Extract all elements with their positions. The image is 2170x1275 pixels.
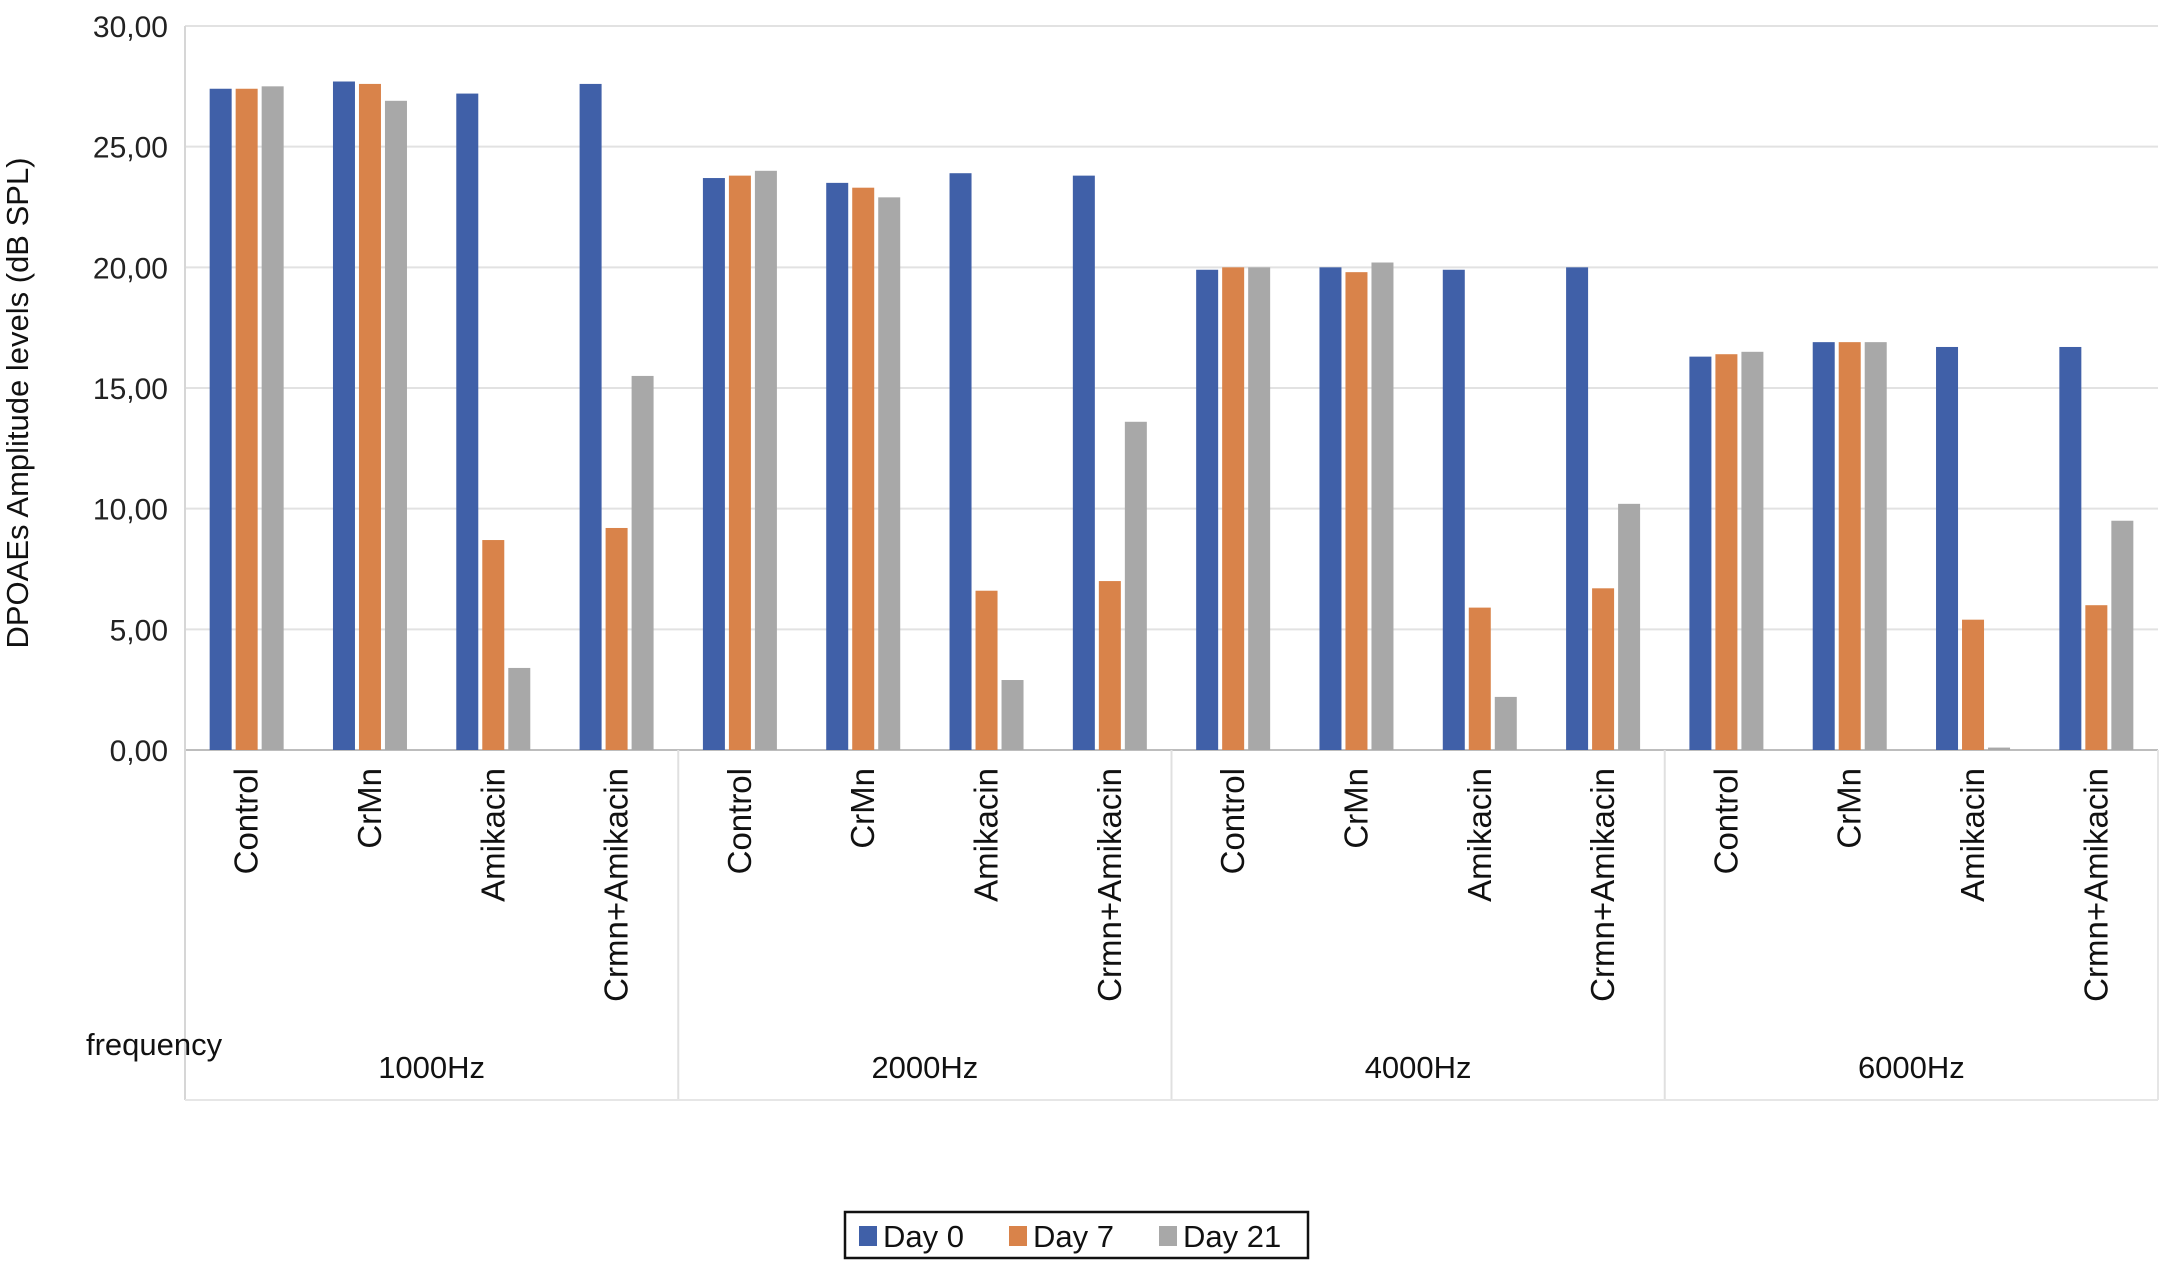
y-tick-label: 20,00 [93,252,168,285]
legend-label-day-0: Day 0 [883,1219,964,1254]
y-tick-label: 30,00 [93,11,168,44]
legend-label-day-21: Day 21 [1183,1219,1281,1254]
bar-day-7-1000hz-crmn [358,83,381,751]
group-label-6000hz: 6000Hz [1858,1050,1965,1085]
bar-day-7-1000hz-control [235,88,258,751]
legend-swatch-day-0 [859,1226,877,1246]
category-label: CrMn [844,768,881,849]
group-label-1000hz: 1000Hz [378,1050,485,1085]
bar-day-21-2000hz-amikacin [1001,680,1024,750]
labels: DPOAEs Amplitude levels (dB SPL) frequen… [0,11,2114,1085]
category-label: Control [1707,768,1744,874]
legend: Day 0 Day 7 Day 21 [843,1210,1310,1260]
bar-day-0-1000hz-crmn-amikacin [579,83,602,751]
axis-frame [184,26,2159,1101]
y-tick-label: 15,00 [93,373,168,406]
category-label: Amikacin [968,768,1005,902]
category-label: Crmn+Amikacin [1091,768,1128,1002]
bar-day-21-6000hz-control [1741,351,1764,750]
bar-day-21-1000hz-crmn-amikacin [631,375,654,750]
category-label: Control [228,768,265,874]
legend-box [843,1210,1310,1260]
x-axis-label: frequency [86,1027,223,1062]
bar-day-21-1000hz-amikacin [508,667,531,750]
bar-day-0-2000hz-crmn [826,182,849,750]
bar-day-0-2000hz-amikacin [949,173,972,751]
category-label: Control [1214,768,1251,874]
bar-day-21-6000hz-crmn-amikacin [2111,520,2134,750]
bar-day-21-1000hz-control [261,86,284,751]
category-label: Control [721,768,758,874]
y-axis-label: DPOAEs Amplitude levels (dB SPL) [0,157,35,648]
bar-day-7-4000hz-crmn [1345,272,1368,750]
bar-day-0-6000hz-crmn-amikacin [2059,346,2082,750]
bar-day-21-2000hz-crmn [878,197,901,750]
bar-day-0-2000hz-crmn-amikacin [1072,175,1095,751]
bar-day-7-2000hz-crmn [852,187,875,750]
bar-day-0-4000hz-crmn-amikacin [1566,267,1589,750]
bar-day-21-4000hz-amikacin [1494,696,1517,750]
bar-day-21-2000hz-control [754,170,777,751]
bar-day-7-1000hz-crmn-amikacin [605,527,628,750]
category-label: Amikacin [1461,768,1498,902]
bar-day-0-1000hz-crmn [332,81,355,751]
legend-swatch-day-7 [1009,1226,1027,1246]
bar-day-7-6000hz-crmn [1838,342,1861,750]
category-label: Crmn+Amikacin [598,768,635,1002]
bar-day-21-2000hz-crmn-amikacin [1124,421,1147,750]
legend-label-day-7: Day 7 [1033,1219,1114,1254]
bar-day-21-1000hz-crmn [384,100,407,750]
bar-day-21-4000hz-control [1248,267,1271,750]
bar-day-7-4000hz-crmn-amikacin [1592,588,1615,750]
bars [209,81,2134,751]
group-label-2000hz: 2000Hz [871,1050,978,1085]
bar-day-7-2000hz-crmn-amikacin [1098,581,1121,750]
gridlines [185,25,2158,751]
bar-day-21-6000hz-crmn [1864,342,1887,750]
bar-day-0-4000hz-amikacin [1442,269,1465,750]
bar-day-7-2000hz-amikacin [975,590,998,750]
legend-swatch-day-21 [1159,1226,1177,1246]
bar-day-7-6000hz-crmn-amikacin [2085,605,2108,750]
bar-day-21-4000hz-crmn-amikacin [1618,503,1641,750]
category-label: Crmn+Amikacin [1584,768,1621,1002]
y-tick-label: 10,00 [93,494,168,527]
category-label: CrMn [351,768,388,849]
category-label: CrMn [1337,768,1374,849]
category-label: CrMn [1831,768,1868,849]
bar-day-7-4000hz-control [1222,267,1245,750]
y-tick-label: 5,00 [110,614,168,647]
y-tick-label: 25,00 [93,132,168,165]
bar-day-7-6000hz-amikacin [1962,619,1985,750]
bar-day-0-6000hz-amikacin [1936,346,1959,750]
bar-day-0-4000hz-crmn [1319,267,1342,750]
bar-day-7-2000hz-control [728,175,751,751]
bar-day-0-1000hz-control [209,88,232,751]
bar-day-0-6000hz-control [1689,356,1712,750]
bar-day-7-1000hz-amikacin [482,540,505,750]
bar-day-21-4000hz-crmn [1371,262,1394,750]
bar-day-21-6000hz-amikacin [1988,747,2011,750]
bar-day-0-2000hz-control [702,178,725,751]
y-tick-label: 0,00 [110,735,168,768]
bar-day-0-1000hz-amikacin [456,93,479,750]
category-label: Amikacin [1954,768,1991,902]
bar-day-0-6000hz-crmn [1812,342,1835,750]
bar-day-7-4000hz-amikacin [1468,607,1491,750]
group-label-4000hz: 4000Hz [1365,1050,1472,1085]
bar-day-7-6000hz-control [1715,354,1738,750]
bar-day-0-4000hz-control [1196,269,1219,750]
category-label: Amikacin [474,768,511,902]
category-label: Crmn+Amikacin [2077,768,2114,1002]
